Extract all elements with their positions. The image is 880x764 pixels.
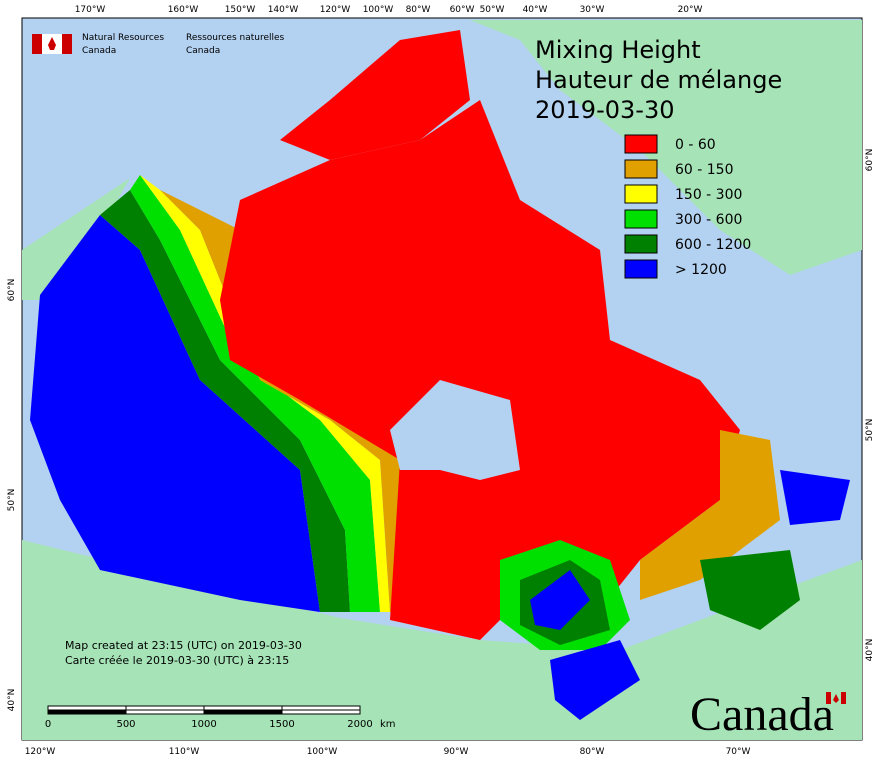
title: Mixing Height [535,36,701,64]
graticule-label: 70°W [726,747,751,757]
graticule-label: 80°W [406,5,431,15]
agency-en: Canada [82,46,116,56]
scale-bar [281,705,361,711]
graticule-label: 60°N [865,149,875,172]
graticule-label: 110°W [169,747,200,757]
land [22,20,862,740]
graticule-label: 40°N [865,639,875,662]
legend-swatch [624,134,658,154]
scale-label: 500 [116,719,135,730]
graticule-label: 30°W [580,5,605,15]
legend-label: 300 - 600 [675,212,742,228]
title-date: 2019-03-30 [535,96,674,124]
graticule-label: 40°W [523,5,548,15]
graticule-label: 160°W [168,5,199,15]
agency-fr: Canada [186,46,220,56]
scale-bar [47,705,127,711]
wordmark-flag [826,692,846,704]
scale-label: 2000 [347,719,372,730]
scale-bar [125,705,205,711]
legend-swatch [624,234,658,254]
legend-swatch [624,159,658,179]
legend-swatch [624,184,658,204]
graticule-label: 120°W [320,5,351,15]
scale-label: 1000 [191,719,216,730]
footer: Map created at 23:15 (UTC) on 2019-03-30 [65,639,302,652]
scale-bar [203,709,283,715]
agency-fr: Ressources naturelles [186,33,285,43]
legend-label: 150 - 300 [675,187,742,203]
graticule-label: 100°W [307,747,338,757]
wordmark: Canada [690,688,834,741]
flag-logo [32,34,72,54]
legend-label: > 1200 [675,262,727,278]
scale-bar [203,705,283,711]
scale-bar [125,709,205,715]
graticule-label: 150°W [225,5,256,15]
graticule-label: 120°W [25,747,56,757]
legend-label: 60 - 150 [675,162,734,178]
graticule-label: 40°N [7,689,17,712]
legend-swatch [624,259,658,279]
scale-label: 0 [45,719,51,730]
title: Hauteur de mélange [535,66,782,94]
graticule-label: 60°N [7,279,17,302]
legend-label: 600 - 1200 [675,237,751,253]
graticule-label: 90°W [444,747,469,757]
scale-label: 1500 [269,719,294,730]
legend-label: 0 - 60 [675,137,716,153]
scale-bar [47,709,127,715]
scale-bar [281,709,361,715]
scale-unit: km [380,719,396,730]
graticule-label: 80°W [580,747,605,757]
graticule-label: 50°N [865,419,875,442]
graticule-label: 140°W [268,5,299,15]
legend-swatch [624,209,658,229]
graticule-label: 20°W [678,5,703,15]
graticule-label: 50°W [480,5,505,15]
graticule-label: 170°W [75,5,106,15]
graticule-label: 60°W [450,5,475,15]
graticule-label: 50°N [7,489,17,512]
graticule-label: 100°W [363,5,394,15]
footer: Carte créée le 2019-03-30 (UTC) à 23:15 [65,654,289,667]
agency-en: Natural Resources [82,33,164,43]
